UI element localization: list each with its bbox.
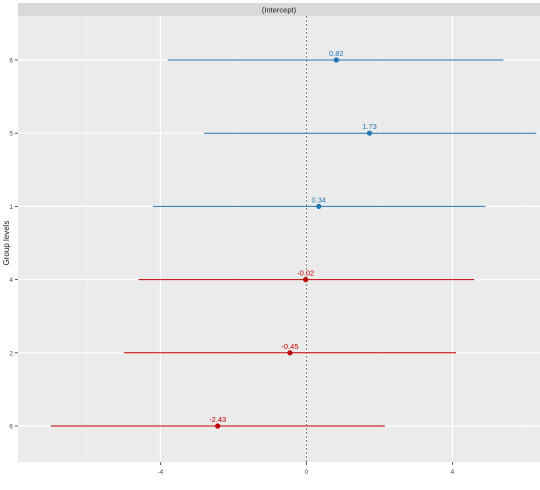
y-tick-label: 1 [9, 204, 13, 211]
estimate-label: 0.82 [329, 49, 344, 58]
facet-label: (Intercept) [262, 6, 297, 15]
estimate-label: -2.43 [209, 415, 226, 424]
y-tick-label: 2 [9, 350, 13, 357]
estimate-point [215, 423, 221, 429]
estimate-label: 0.34 [311, 195, 326, 204]
estimate-point [316, 203, 322, 209]
plot-panel [18, 16, 540, 462]
facet-strip [18, 3, 540, 16]
y-tick-label: 6 [9, 424, 13, 431]
x-tick-label: -4 [157, 469, 163, 476]
x-tick-label: 4 [451, 469, 455, 476]
estimate-label: -0.02 [297, 269, 314, 278]
y-tick-label: 4 [9, 277, 13, 284]
x-axis-ticks: -4 0 4 [157, 462, 455, 476]
x-tick-label: 0 [305, 469, 309, 476]
estimate-marks: 0.82 1.73 0.34 -0.02 -0.45 -2.43 [50, 49, 537, 429]
estimate-label: 1.73 [362, 122, 377, 131]
estimate-point [366, 130, 373, 136]
estimate-label: -0.45 [281, 342, 298, 351]
estimate-point [303, 277, 309, 283]
y-axis-title: Group levels [2, 221, 11, 266]
y-tick-label: 6 [9, 58, 13, 65]
y-axis-ticks: 6 5 1 4 2 6 [9, 58, 18, 431]
y-tick-label: 5 [9, 131, 13, 138]
estimate-point [333, 57, 339, 63]
estimate-point [287, 350, 293, 356]
